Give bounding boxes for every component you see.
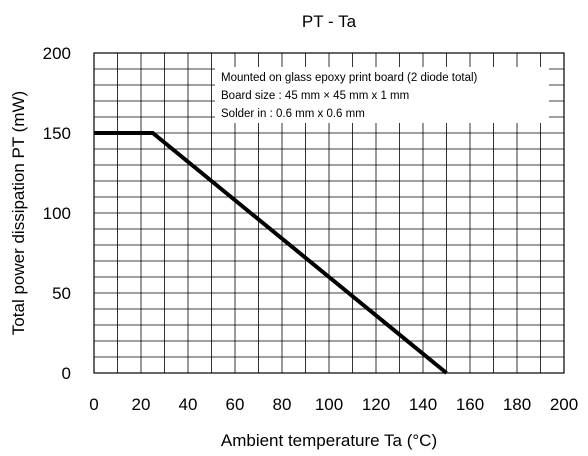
x-tick-label: 120: [362, 395, 390, 414]
annotation-line: Board size : 45 mm × 45 mm x 1 mm: [221, 90, 409, 102]
annotation-line: Mounted on glass epoxy print board (2 di…: [221, 72, 478, 84]
y-tick-label: 100: [43, 204, 71, 223]
y-tick-labels: 0 50 100 150 200: [43, 44, 71, 383]
series-layer: [94, 131, 448, 375]
y-tick-label: 0: [62, 364, 71, 383]
annotation-notes: Mounted on glass epoxy print board (2 di…: [221, 72, 478, 120]
x-tick-label: 200: [550, 395, 578, 414]
plot-frame: [93, 52, 565, 374]
x-tick-label: 100: [315, 395, 343, 414]
y-axis-label: Total power dissipation PT (mW): [9, 91, 28, 335]
series-line: [94, 131, 448, 375]
y-tick-label: 150: [43, 124, 71, 143]
x-tick-label: 20: [132, 395, 151, 414]
x-tick-labels: 0 20 40 60 80 100 120 140 160 180 200: [89, 395, 578, 414]
x-tick-label: 0: [89, 395, 98, 414]
x-tick-label: 40: [179, 395, 198, 414]
chart-title: PT - Ta: [302, 12, 357, 31]
x-axis-label: Ambient temperature Ta (°C): [221, 431, 437, 450]
x-tick-label: 60: [226, 395, 245, 414]
x-tick-label: 140: [409, 395, 437, 414]
x-tick-label: 160: [456, 395, 484, 414]
y-tick-label: 50: [52, 284, 71, 303]
annotation-line: Solder in : 0.6 mm x 0.6 mm: [221, 108, 365, 120]
y-tick-label: 200: [43, 44, 71, 63]
annotation-box: [215, 67, 549, 123]
x-tick-label: 80: [273, 395, 292, 414]
x-tick-label: 180: [503, 395, 531, 414]
